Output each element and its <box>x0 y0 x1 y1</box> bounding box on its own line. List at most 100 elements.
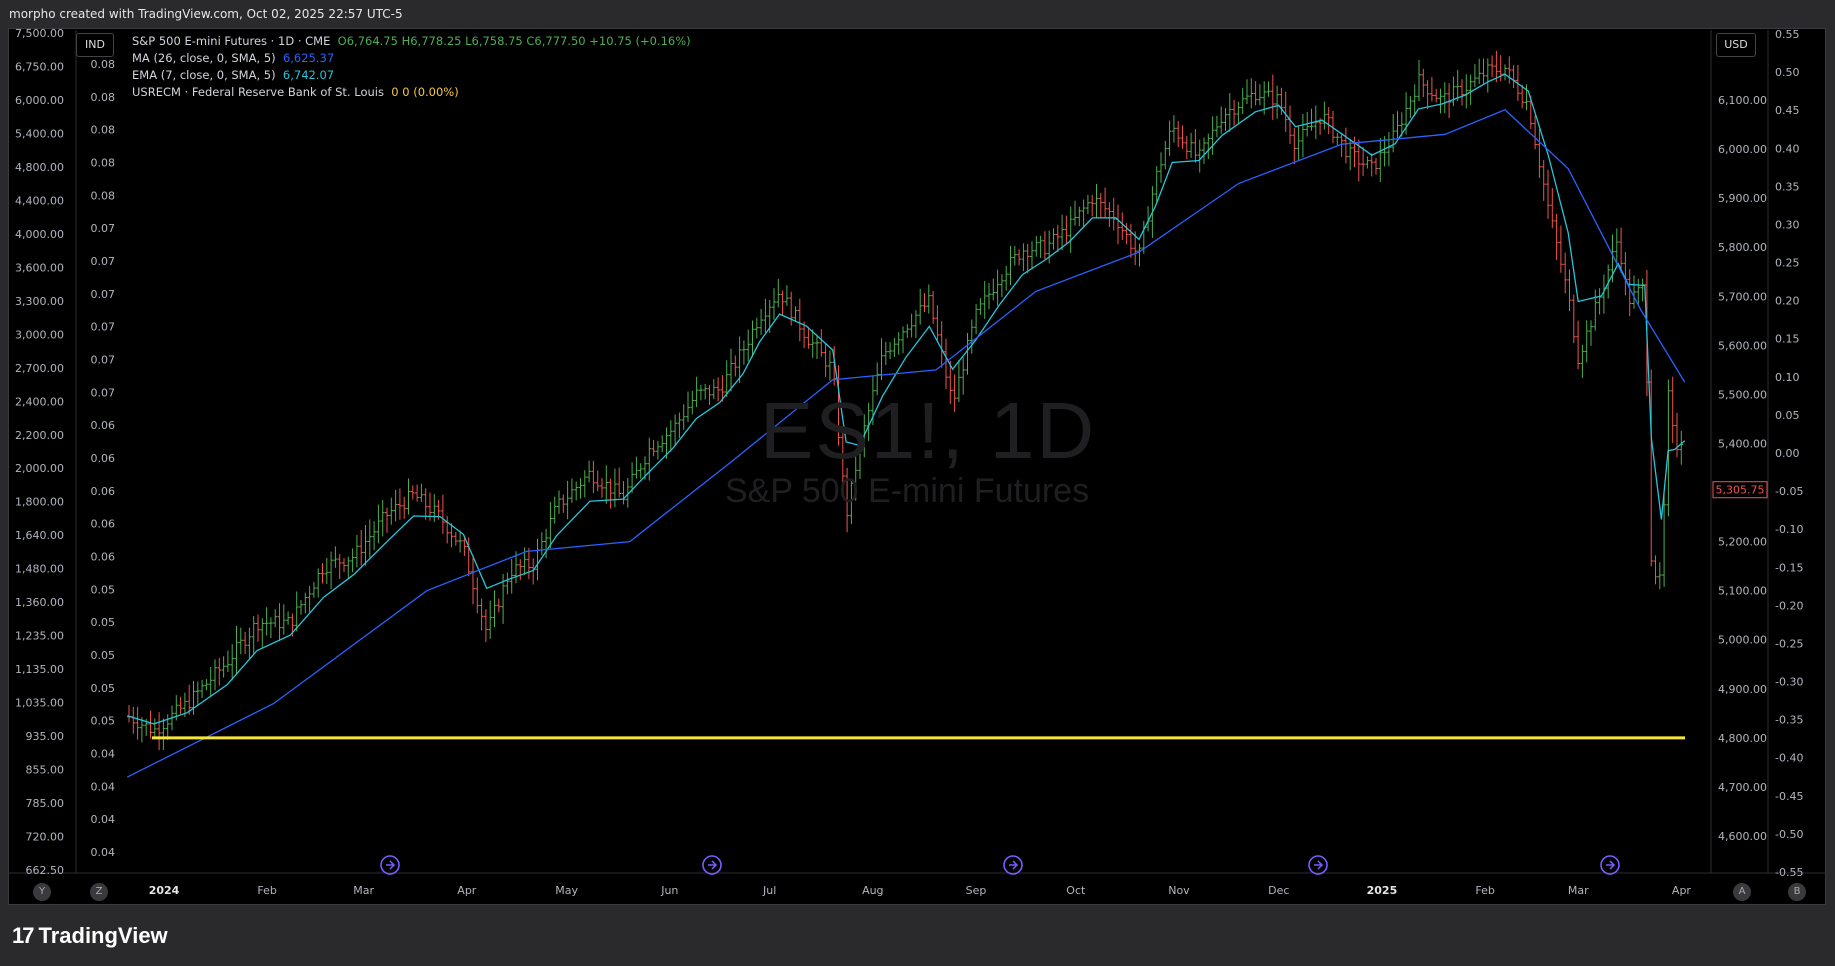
time-axis-tick: May <box>555 884 578 897</box>
left-axis-tick: 1,235.00 <box>15 630 64 643</box>
right-axis-tick: 4,700.00 <box>1718 781 1767 794</box>
left-axis-tick: 2,200.00 <box>15 429 64 442</box>
chart-frame <box>8 28 1826 905</box>
tradingview-brand[interactable]: 17 TradingView <box>12 923 168 949</box>
left-axis-tick: 4,400.00 <box>15 194 64 207</box>
time-axis-tick: Feb <box>1475 884 1494 897</box>
usrecm-axis-tick: 0.07 <box>91 321 116 334</box>
footer-bar <box>0 905 1835 966</box>
event-arrow-icon <box>1606 860 1616 870</box>
right-scale-button[interactable]: USD <box>1716 33 1756 57</box>
secondary-axis-tick: -0.15 <box>1775 561 1803 574</box>
usrecm-axis-tick: 0.06 <box>91 419 116 432</box>
secondary-axis-tick: 0.30 <box>1775 218 1800 231</box>
event-marker-icon <box>1600 855 1620 875</box>
left-axis-tick: 3,600.00 <box>15 261 64 274</box>
legend-ma-row[interactable]: MA (26, close, 0, SMA, 5) 6,625.37 <box>132 50 691 67</box>
secondary-axis-tick: -0.30 <box>1775 676 1803 689</box>
usrecm-axis-tick: 0.08 <box>91 91 116 104</box>
usrecm-axis-tick: 0.07 <box>91 354 116 367</box>
left-axis-tick: 5,400.00 <box>15 127 64 140</box>
event-arrow-icon <box>1009 860 1019 870</box>
time-axis-tick: 2024 <box>149 884 180 897</box>
legend-symbol-row[interactable]: S&P 500 E-mini Futures · 1D · CME O6,764… <box>132 33 691 50</box>
left-axis-tick: 1,135.00 <box>15 663 64 676</box>
left-axis-tick: 785.00 <box>26 797 65 810</box>
usrecm-axis-tick: 0.04 <box>91 846 116 859</box>
last-price-label: 5,305.75 <box>1716 484 1765 497</box>
z-scale-button[interactable]: Z <box>90 883 108 901</box>
left-axis-tick: 6,000.00 <box>15 94 64 107</box>
legend-ema-row[interactable]: EMA (7, close, 0, SMA, 5) 6,742.07 <box>132 67 691 84</box>
right-axis-tick: 5,500.00 <box>1718 388 1767 401</box>
usrecm-axis-tick: 0.07 <box>91 288 116 301</box>
usrecm-axis-tick: 0.08 <box>91 58 116 71</box>
usrecm-axis-tick: 0.06 <box>91 518 116 531</box>
auto-scale-button[interactable]: A <box>1733 883 1751 901</box>
left-axis-tick: 2,700.00 <box>15 362 64 375</box>
usrecm-axis-tick: 0.04 <box>91 748 116 761</box>
brand-name: TradingView <box>38 923 168 948</box>
usrecm-axis-tick: 0.07 <box>91 386 116 399</box>
usrecm-axis-tick: 0.05 <box>91 649 116 662</box>
right-axis-tick: 5,200.00 <box>1718 536 1767 549</box>
last-price-box <box>1712 481 1768 499</box>
left-scale-button[interactable]: IND <box>76 33 114 57</box>
tradingview-logo-icon: 17 <box>12 923 35 948</box>
left-axis-tick: 1,640.00 <box>15 529 64 542</box>
time-axis-tick: Dec <box>1268 884 1289 897</box>
left-axis-tick: 3,000.00 <box>15 328 64 341</box>
left-axis-tick: 935.00 <box>26 730 65 743</box>
time-axis-tick: Aug <box>862 884 883 897</box>
time-axis-tick: Jul <box>762 884 776 897</box>
usrecm-axis-tick: 0.07 <box>91 222 116 235</box>
secondary-axis-tick: 0.40 <box>1775 142 1800 155</box>
right-axis-tick: 6,000.00 <box>1718 143 1767 156</box>
usrecm-axis-tick: 0.07 <box>91 255 116 268</box>
b-scale-button[interactable]: B <box>1788 883 1806 901</box>
legend-usrecm-value: 0 0 (0.00%) <box>391 85 459 99</box>
secondary-axis-tick: -0.50 <box>1775 828 1803 841</box>
secondary-axis-tick: 0.50 <box>1775 66 1800 79</box>
ema-line <box>127 73 1686 725</box>
right-axis-tick: 4,800.00 <box>1718 732 1767 745</box>
legend: S&P 500 E-mini Futures · 1D · CME O6,764… <box>132 33 691 101</box>
legend-usrecm-row[interactable]: USRECM · Federal Reserve Bank of St. Lou… <box>132 84 691 101</box>
time-axis-tick: Jun <box>660 884 678 897</box>
export-caption: morpho created with TradingView.com, Oct… <box>0 0 1835 28</box>
left-axis-tick: 1,360.00 <box>15 596 64 609</box>
legend-symbol: S&P 500 E-mini Futures · 1D · CME <box>132 34 331 48</box>
time-axis-tick: Mar <box>1568 884 1589 897</box>
time-axis-tick: Feb <box>257 884 276 897</box>
left-axis-tick: 4,000.00 <box>15 228 64 241</box>
usrecm-axis-tick: 0.05 <box>91 583 116 596</box>
left-axis-tick: 1,800.00 <box>15 496 64 509</box>
time-axis-tick: 2025 <box>1367 884 1398 897</box>
secondary-axis-tick: 0.35 <box>1775 180 1800 193</box>
left-axis-tick: 2,400.00 <box>15 395 64 408</box>
left-axis-tick: 1,035.00 <box>15 697 64 710</box>
secondary-axis-tick: -0.40 <box>1775 752 1803 765</box>
usrecm-axis-tick: 0.08 <box>91 189 116 202</box>
legend-ohlc: O6,764.75 H6,778.25 L6,758.75 C6,777.50 … <box>337 34 691 48</box>
y-scale-button[interactable]: Y <box>33 883 51 901</box>
usrecm-axis-tick: 0.08 <box>91 124 116 137</box>
event-marker-icon <box>1003 855 1023 875</box>
secondary-axis-tick: 0.55 <box>1775 28 1800 41</box>
legend-ma-label: MA (26, close, 0, SMA, 5) <box>132 51 276 65</box>
secondary-axis-tick: 0.15 <box>1775 333 1800 346</box>
usrecm-axis-tick: 0.04 <box>91 813 116 826</box>
secondary-axis-tick: -0.25 <box>1775 637 1803 650</box>
usrecm-axis-tick: 0.06 <box>91 452 116 465</box>
time-axis-tick: Nov <box>1168 884 1190 897</box>
secondary-axis-tick: 0.25 <box>1775 257 1800 270</box>
left-axis-tick: 7,500.00 <box>15 27 64 40</box>
legend-ma-value: 6,625.37 <box>282 51 335 65</box>
secondary-axis-tick: 0.00 <box>1775 447 1800 460</box>
time-axis-tick: Apr <box>457 884 477 897</box>
left-axis-tick: 2,000.00 <box>15 462 64 475</box>
right-axis-tick: 5,100.00 <box>1718 585 1767 598</box>
left-axis-tick: 855.00 <box>26 764 65 777</box>
time-axis-tick: Oct <box>1066 884 1086 897</box>
